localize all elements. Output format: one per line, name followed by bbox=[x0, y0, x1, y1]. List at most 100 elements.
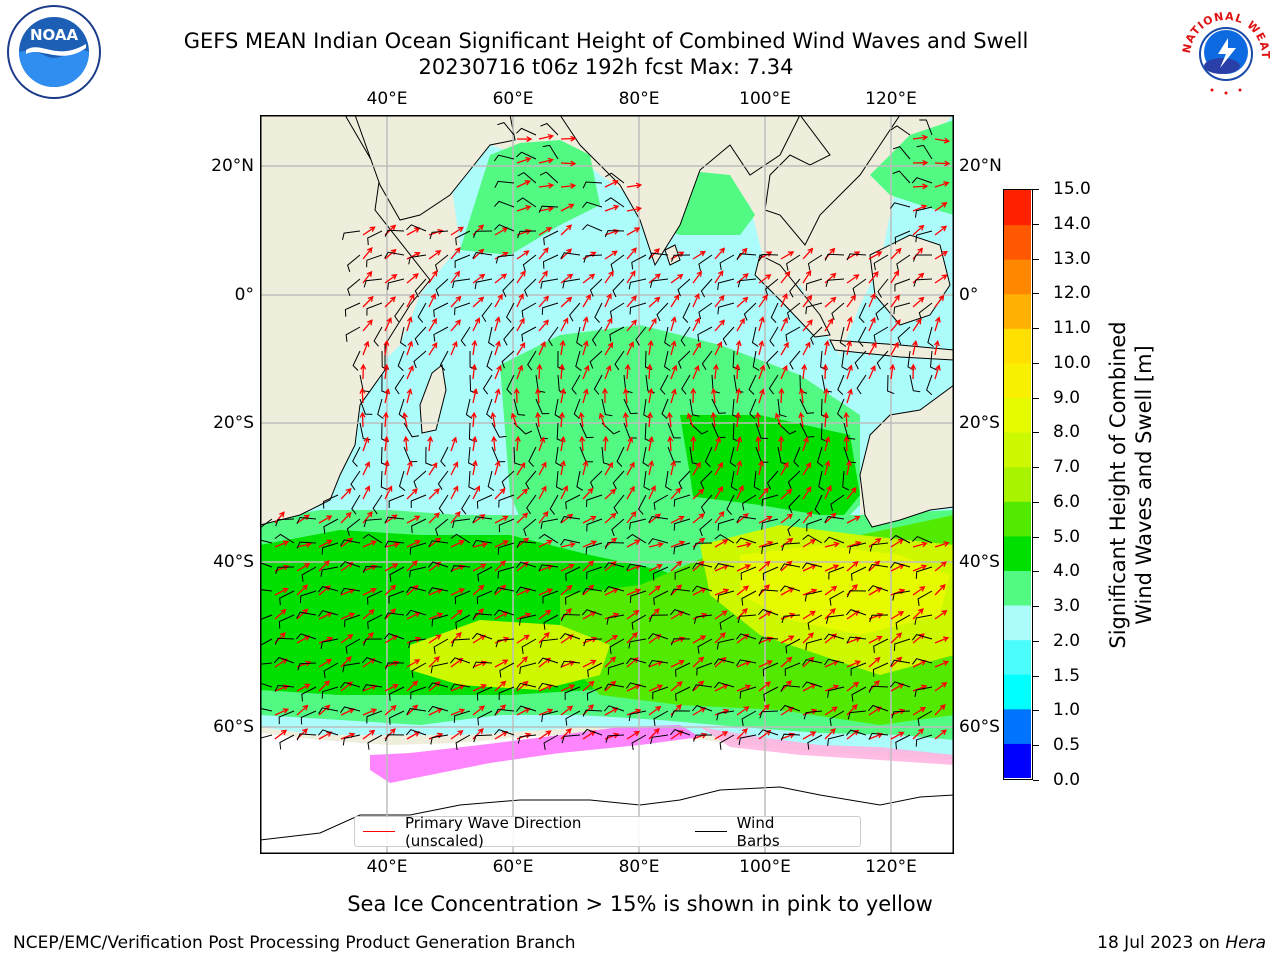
wind-barb bbox=[561, 734, 581, 744]
wind-barb bbox=[417, 302, 427, 323]
wind-barb bbox=[560, 252, 581, 260]
wave-direction-arrow bbox=[714, 436, 721, 452]
wind-barb bbox=[779, 704, 801, 712]
wave-direction-arrow bbox=[648, 317, 657, 332]
wind-barb bbox=[501, 470, 515, 489]
sri-lanka bbox=[664, 244, 681, 266]
wave-direction-arrow bbox=[758, 274, 772, 284]
wind-barb bbox=[631, 254, 647, 270]
footer-credit: NCEP/EMC/Verification Post Processing Pr… bbox=[13, 933, 576, 953]
wind-barb bbox=[440, 446, 449, 467]
wind-barb bbox=[915, 734, 933, 747]
wave-direction-arrow bbox=[622, 387, 629, 404]
wind-barb bbox=[437, 470, 449, 490]
wave-direction-arrow bbox=[450, 226, 464, 236]
wind-barb bbox=[538, 205, 559, 213]
wind-barb bbox=[594, 302, 603, 323]
wave-direction-arrow bbox=[604, 180, 619, 188]
wave-direction-arrow bbox=[406, 251, 421, 260]
wave-direction-arrow bbox=[758, 660, 773, 668]
wave-direction-arrow bbox=[714, 632, 726, 644]
wind-barb bbox=[762, 566, 779, 581]
wave-direction-arrow bbox=[318, 658, 333, 668]
colorbar-title-line2: Wind Waves and Swell [m] bbox=[1132, 345, 1156, 625]
wave-direction-arrow bbox=[472, 387, 479, 404]
wind-barb bbox=[408, 638, 427, 649]
wind-barb bbox=[403, 422, 420, 438]
wind-barb bbox=[700, 278, 713, 298]
wind-barb bbox=[568, 302, 581, 322]
wind-barb bbox=[434, 254, 449, 272]
wave-direction-arrow bbox=[802, 632, 814, 644]
wave-direction-arrow bbox=[890, 731, 905, 740]
wave-direction-arrow bbox=[538, 609, 552, 620]
wind-barb bbox=[825, 614, 845, 624]
wind-barb bbox=[452, 518, 471, 529]
wind-barb bbox=[698, 302, 713, 320]
wind-barb bbox=[431, 614, 449, 627]
wind-barb bbox=[367, 230, 383, 246]
wind-barb bbox=[761, 542, 779, 554]
wave-direction-arrow bbox=[536, 363, 543, 380]
wind-barb bbox=[648, 659, 669, 667]
wave-direction-arrow bbox=[736, 541, 752, 548]
wave-direction-arrow bbox=[471, 339, 478, 356]
wind-barb bbox=[274, 684, 295, 692]
wind-barb bbox=[802, 681, 823, 688]
wave-direction-arrow bbox=[626, 588, 642, 596]
wave-direction-arrow bbox=[824, 608, 836, 620]
wave-direction-arrow bbox=[582, 388, 589, 404]
wind-barb bbox=[474, 278, 493, 290]
wave-direction-arrow bbox=[934, 541, 950, 548]
wave-direction-arrow bbox=[778, 387, 785, 404]
colorbar-tick-label: 14.0 bbox=[1053, 213, 1091, 234]
wave-direction-arrow bbox=[490, 411, 497, 428]
wind-barb bbox=[765, 278, 779, 296]
wind-barb bbox=[522, 254, 537, 272]
wave-direction-arrow bbox=[359, 387, 366, 404]
wave-direction-arrow bbox=[516, 342, 526, 356]
wind-barb bbox=[669, 609, 691, 616]
wind-barb bbox=[581, 609, 603, 616]
wave-direction-arrow bbox=[559, 339, 566, 356]
wind-barb bbox=[827, 734, 845, 746]
wave-direction-arrow bbox=[802, 461, 812, 476]
wind-barb bbox=[730, 470, 738, 491]
wind-barb bbox=[318, 707, 339, 715]
wave-direction-arrow bbox=[538, 632, 550, 644]
wind-barb bbox=[381, 374, 389, 395]
wave-direction-arrow bbox=[626, 461, 635, 476]
wave-direction-arrow bbox=[604, 561, 617, 572]
wind-barb bbox=[472, 539, 493, 547]
colorbar-tick bbox=[1033, 536, 1039, 538]
colorbar-tick bbox=[1033, 640, 1039, 642]
wave-direction-arrow bbox=[934, 610, 948, 620]
wave-direction-arrow bbox=[450, 708, 466, 716]
wind-barb bbox=[322, 494, 339, 509]
wave-direction-arrow bbox=[428, 317, 437, 332]
wind-barb bbox=[824, 536, 845, 544]
wave-direction-arrow bbox=[383, 339, 390, 356]
colorbar-swatch bbox=[1004, 432, 1031, 468]
wind-barb bbox=[875, 302, 889, 321]
wind-barb bbox=[635, 326, 647, 346]
wave-direction-arrow bbox=[824, 728, 836, 740]
wave-direction-arrow bbox=[604, 270, 614, 284]
wave-direction-arrow bbox=[494, 659, 509, 668]
wind-barb bbox=[777, 398, 787, 418]
wind-barb bbox=[361, 657, 383, 664]
wave-direction-arrow bbox=[692, 292, 700, 308]
wave-direction-arrow bbox=[472, 728, 484, 740]
wave-direction-arrow bbox=[604, 512, 617, 524]
wave-direction-arrow bbox=[626, 510, 637, 524]
wind-barb bbox=[717, 278, 735, 291]
wave-direction-arrow bbox=[428, 342, 438, 356]
wind-barb bbox=[829, 590, 845, 606]
wave-direction-arrow bbox=[712, 363, 719, 380]
wind-barb bbox=[535, 398, 550, 415]
wind-barb bbox=[472, 251, 493, 259]
wave-direction-arrow bbox=[824, 460, 831, 476]
wind-barb bbox=[661, 398, 669, 419]
wave-direction-arrow bbox=[736, 684, 752, 692]
wind-barb bbox=[807, 254, 823, 271]
